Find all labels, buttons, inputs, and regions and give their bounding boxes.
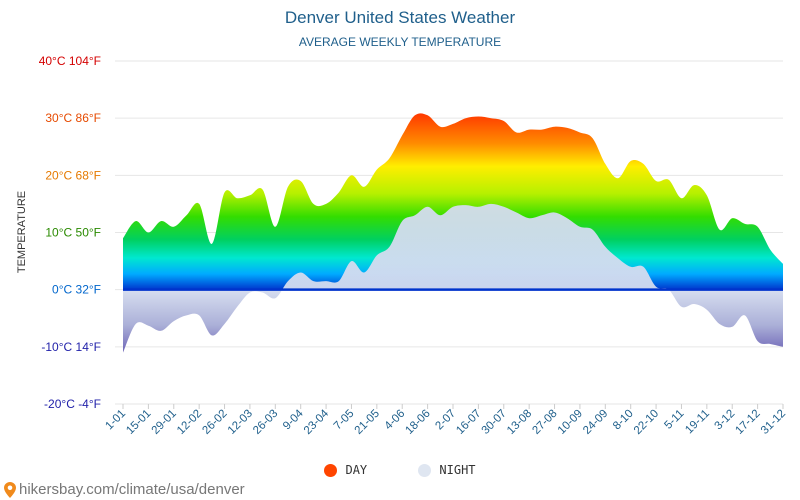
x-tick-label: 30-07: [480, 408, 509, 437]
legend-day-label: DAY: [345, 463, 368, 477]
legend-night-label: NIGHT: [439, 463, 476, 477]
x-tick-label: 21-05: [353, 408, 382, 437]
x-tick-label: 22-10: [632, 408, 661, 437]
x-tick-label: 12-02: [175, 408, 204, 437]
source-link[interactable]: hikersbay.com/climate/usa/denver: [4, 481, 245, 498]
x-tick-label: 15-01: [124, 408, 153, 437]
y-tick-label: 0°C 32°F: [52, 283, 101, 297]
y-tick-label: 20°C 68°F: [45, 168, 101, 182]
x-tick-label: 12-03: [226, 408, 255, 437]
location-pin-icon: [4, 481, 16, 498]
x-tick-label: 26-02: [200, 408, 229, 437]
y-tick-label: -20°C -4°F: [44, 397, 101, 411]
x-tick-label: 24-09: [581, 408, 610, 437]
night-temperature-area: [123, 203, 783, 353]
x-tick-label: 17-12: [733, 408, 762, 437]
night-dot-icon: [418, 463, 432, 477]
chart-subtitle: AVERAGE WEEKLY TEMPERATURE: [298, 35, 502, 49]
y-tick-label: -10°C 14°F: [41, 340, 101, 354]
x-tick-label: 27-08: [530, 408, 559, 437]
x-tick-label: 10-09: [556, 408, 585, 437]
x-tick-label: 13-08: [505, 408, 534, 437]
x-tick-label: 26-03: [251, 408, 280, 437]
y-tick-label: 40°C 104°F: [39, 54, 101, 68]
y-axis-title: TEMPERATURE: [16, 191, 28, 273]
legend: DAY NIGHT: [0, 463, 800, 480]
x-tick-label: 18-06: [403, 408, 432, 437]
legend-day[interactable]: DAY: [324, 463, 367, 477]
source-text: hikersbay.com/climate/usa/denver: [19, 481, 245, 498]
gridlines: [115, 60, 783, 405]
day-temperature-area: [123, 113, 783, 290]
y-tick-label: 30°C 86°F: [45, 111, 101, 125]
x-tick-label: 16-07: [454, 408, 483, 437]
x-tick-label: 19-11: [683, 408, 712, 437]
chart-title: Denver United States Weather: [284, 8, 516, 27]
x-tick-label: 23-04: [302, 407, 332, 437]
x-tick-label: 31-12: [759, 408, 788, 437]
temperature-chart: TEMPERATURE 40°C 104°F 30°C 86°F 20°C 68°F…: [16, 54, 788, 437]
y-axis-ticks: 40°C 104°F 30°C 86°F 20°C 68°F 10°C 50°F 0°C…: [39, 54, 101, 411]
day-dot-icon: [324, 463, 338, 477]
y-tick-label: 10°C 50°F: [45, 226, 101, 240]
x-tick-label: 29-01: [150, 408, 179, 437]
legend-night[interactable]: NIGHT: [418, 463, 476, 477]
